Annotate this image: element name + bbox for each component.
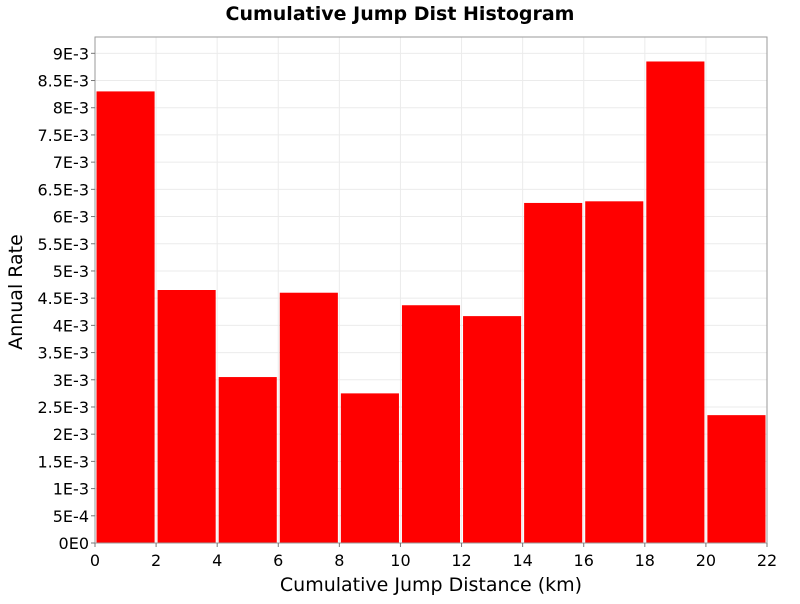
y-axis: 0E0 5E-4 1E-3 1.5E-3 2E-3 2.5E-3 3E-3 3.5E-3 4E-… bbox=[37, 44, 95, 553]
histogram-bar bbox=[646, 61, 705, 543]
y-tick-label: 4.5E-3 bbox=[37, 289, 89, 308]
histogram-bar bbox=[157, 290, 216, 543]
x-tick-label: 18 bbox=[635, 551, 655, 570]
chart-title: Cumulative Jump Dist Histogram bbox=[226, 3, 575, 25]
histogram-bar bbox=[524, 202, 583, 544]
y-tick-label: 5E-3 bbox=[53, 262, 89, 281]
bars-group bbox=[96, 61, 766, 544]
histogram-bar bbox=[585, 201, 644, 544]
y-axis-label: Annual Rate bbox=[5, 234, 27, 350]
x-tick-label: 10 bbox=[390, 551, 410, 570]
histogram-bar bbox=[707, 415, 766, 543]
y-tick-label: 1.5E-3 bbox=[37, 452, 89, 471]
y-tick-label: 7E-3 bbox=[53, 153, 89, 172]
x-tick-label: 0 bbox=[90, 551, 100, 570]
x-axis: 0 2 4 6 8 10 12 14 16 18 20 22 bbox=[90, 543, 777, 570]
y-tick-label: 3E-3 bbox=[53, 371, 89, 390]
histogram-bar bbox=[279, 292, 338, 543]
x-tick-label: 12 bbox=[451, 551, 471, 570]
histogram-bar bbox=[96, 91, 155, 543]
x-tick-label: 20 bbox=[696, 551, 716, 570]
y-tick-label: 6E-3 bbox=[53, 208, 89, 227]
y-tick-label: 3.5E-3 bbox=[37, 344, 89, 363]
histogram-bar bbox=[463, 316, 522, 543]
histogram-bar bbox=[401, 305, 461, 543]
x-tick-label: 14 bbox=[512, 551, 532, 570]
y-tick-label: 2E-3 bbox=[53, 425, 89, 444]
histogram-bar bbox=[340, 393, 399, 543]
x-tick-label: 4 bbox=[212, 551, 222, 570]
y-tick-label: 7.5E-3 bbox=[37, 126, 89, 145]
x-tick-label: 22 bbox=[757, 551, 777, 570]
x-tick-label: 6 bbox=[273, 551, 283, 570]
y-tick-label: 8E-3 bbox=[53, 99, 89, 118]
histogram-bar bbox=[218, 377, 277, 543]
x-tick-label: 16 bbox=[574, 551, 594, 570]
y-tick-label: 6.5E-3 bbox=[37, 180, 89, 199]
y-tick-label: 8.5E-3 bbox=[37, 72, 89, 91]
y-tick-label: 0E0 bbox=[59, 534, 89, 553]
x-axis-label: Cumulative Jump Distance (km) bbox=[280, 574, 582, 596]
x-tick-label: 8 bbox=[334, 551, 344, 570]
x-tick-label: 2 bbox=[151, 551, 161, 570]
y-tick-label: 5.5E-3 bbox=[37, 235, 89, 254]
y-tick-label: 5E-4 bbox=[53, 507, 89, 526]
y-tick-label: 4E-3 bbox=[53, 316, 89, 335]
y-tick-label: 9E-3 bbox=[53, 44, 89, 63]
y-tick-label: 1E-3 bbox=[53, 480, 89, 499]
y-tick-label: 2.5E-3 bbox=[37, 398, 89, 417]
plot-frame bbox=[94, 36, 768, 544]
